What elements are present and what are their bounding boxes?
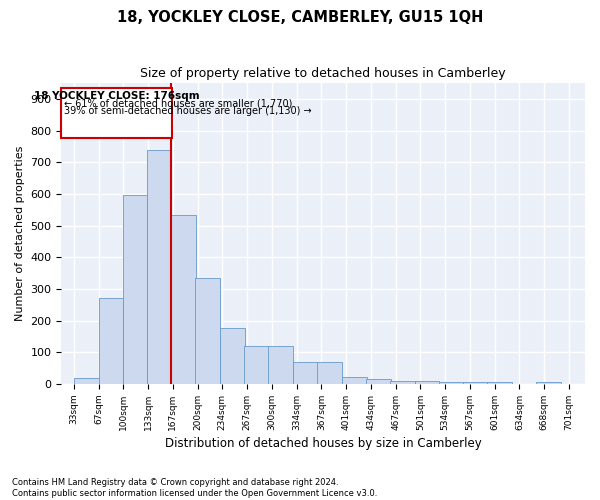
- Bar: [244, 346, 269, 384]
- Bar: [172, 214, 196, 384]
- Bar: [342, 377, 367, 384]
- X-axis label: Distribution of detached houses by size in Camberley: Distribution of detached houses by size …: [165, 437, 482, 450]
- Bar: [366, 379, 391, 384]
- Bar: [220, 328, 245, 384]
- Y-axis label: Number of detached properties: Number of detached properties: [15, 146, 25, 321]
- Title: Size of property relative to detached houses in Camberley: Size of property relative to detached ho…: [140, 68, 506, 80]
- Bar: [415, 382, 439, 384]
- Bar: [463, 382, 487, 384]
- Bar: [293, 362, 318, 384]
- Bar: [146, 150, 172, 384]
- Bar: [487, 382, 512, 384]
- Bar: [74, 378, 98, 384]
- Text: ← 61% of detached houses are smaller (1,770): ← 61% of detached houses are smaller (1,…: [64, 99, 292, 109]
- Bar: [268, 346, 293, 384]
- Bar: [122, 196, 148, 384]
- Bar: [536, 382, 561, 384]
- Bar: [196, 278, 220, 384]
- Text: 18 YOCKLEY CLOSE: 176sqm: 18 YOCKLEY CLOSE: 176sqm: [34, 91, 200, 101]
- Text: Contains HM Land Registry data © Crown copyright and database right 2024.
Contai: Contains HM Land Registry data © Crown c…: [12, 478, 377, 498]
- Text: 18, YOCKLEY CLOSE, CAMBERLEY, GU15 1QH: 18, YOCKLEY CLOSE, CAMBERLEY, GU15 1QH: [117, 10, 483, 25]
- Bar: [390, 381, 415, 384]
- Text: 39% of semi-detached houses are larger (1,130) →: 39% of semi-detached houses are larger (…: [64, 106, 311, 116]
- Bar: [439, 382, 463, 384]
- Bar: [317, 362, 342, 384]
- Bar: [98, 298, 124, 384]
- FancyBboxPatch shape: [61, 88, 172, 138]
